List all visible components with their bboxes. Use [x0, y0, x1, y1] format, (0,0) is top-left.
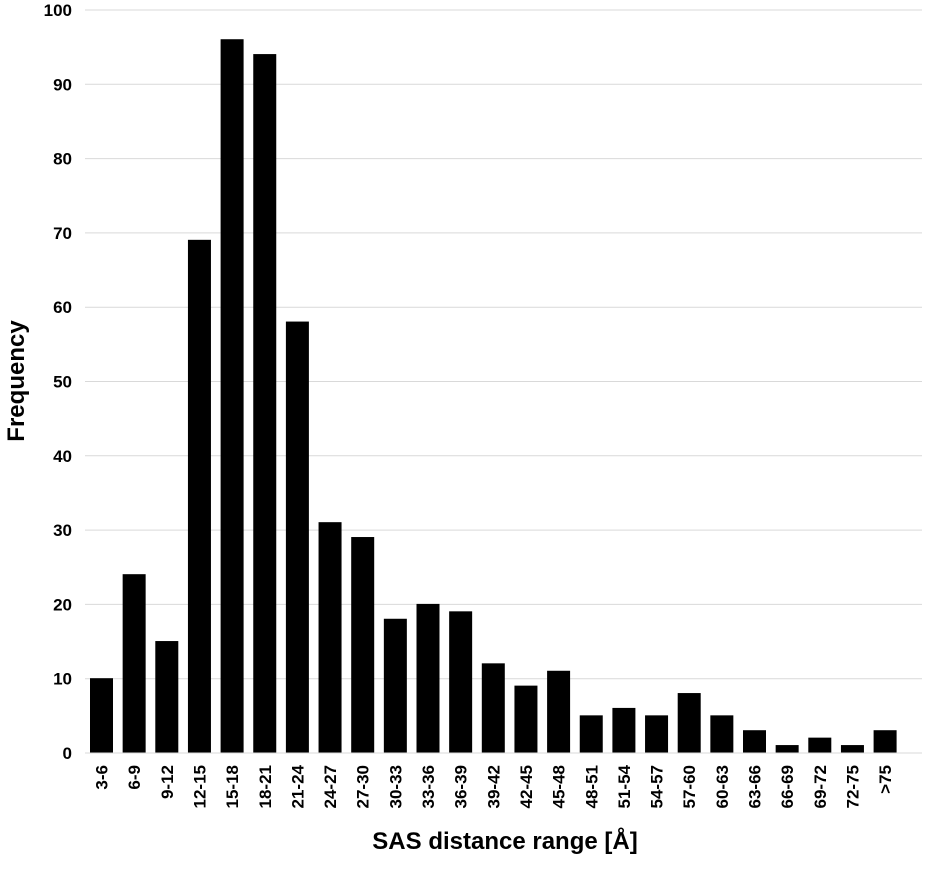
- x-tick-label: 30-33: [386, 765, 405, 808]
- bar-42-45: [514, 685, 538, 754]
- x-tick-label: 9-12: [158, 765, 177, 799]
- x-tick-label: 33-36: [419, 765, 438, 808]
- y-tick-label: 70: [53, 224, 72, 243]
- y-tick-label: 100: [44, 1, 72, 20]
- bar-36-39: [449, 611, 473, 754]
- bar-12-15: [187, 239, 211, 754]
- x-tick-label: 60-63: [713, 765, 732, 808]
- x-tick-label: 66-69: [778, 765, 797, 808]
- x-tick-label: 39-42: [484, 765, 503, 808]
- bar-21-24: [285, 321, 309, 754]
- x-tick-label: 54-57: [648, 765, 667, 808]
- x-tick-label: 72-75: [843, 765, 862, 808]
- y-tick-label: 50: [53, 373, 72, 392]
- y-tick-label: 0: [63, 744, 72, 763]
- bar-24-27: [318, 522, 342, 754]
- x-tick-label: 48-51: [582, 765, 601, 808]
- x-tick-label: 18-21: [256, 765, 275, 808]
- x-axis-title: SAS distance range [Å]: [372, 827, 637, 855]
- bars: [90, 39, 897, 754]
- x-tick-label: 21-24: [288, 764, 307, 808]
- bar-72-75: [840, 745, 864, 754]
- y-tick-label: 80: [53, 150, 72, 169]
- y-tick-labels: 0 10 20 30 40 50 60 70 80 90 100: [44, 1, 72, 763]
- bar-33-36: [416, 603, 440, 754]
- bar-69-72: [808, 737, 832, 754]
- x-tick-label: 15-18: [223, 765, 242, 808]
- x-tick-labels: 3-6 6-9 9-12 12-15 15-18 18-21 21-24 24-27 27-30…: [93, 764, 896, 808]
- bar-54-57: [645, 715, 669, 754]
- bar-57-60: [677, 693, 701, 754]
- x-tick-label: 63-66: [746, 765, 765, 808]
- bar-66-69: [775, 745, 799, 754]
- y-tick-label: 40: [53, 447, 72, 466]
- bar-18-21: [253, 54, 277, 754]
- x-tick-label: 42-45: [517, 765, 536, 808]
- bar-51-54: [612, 707, 636, 754]
- x-tick-label: 12-15: [190, 765, 209, 808]
- bar-27-30: [351, 537, 375, 754]
- x-tick-label: 24-27: [321, 765, 340, 808]
- bar-48-51: [579, 715, 603, 754]
- x-tick-label: >75: [876, 765, 895, 794]
- y-tick-label: 20: [53, 595, 72, 614]
- bar-63-66: [743, 730, 766, 754]
- bar-6-9: [122, 574, 146, 754]
- bar->75: [873, 730, 897, 754]
- y-tick-label: 90: [53, 75, 72, 94]
- x-tick-label: 45-48: [550, 765, 569, 808]
- bar-60-63: [710, 715, 734, 754]
- x-tick-label: 3-6: [93, 765, 112, 790]
- x-tick-label: 6-9: [125, 765, 144, 790]
- bar-9-12: [155, 641, 179, 754]
- y-tick-label: 10: [53, 670, 72, 689]
- bar-45-48: [547, 670, 571, 754]
- x-tick-label: 27-30: [354, 765, 373, 808]
- x-tick-label: 69-72: [811, 765, 830, 808]
- bar-3-6: [90, 678, 113, 754]
- y-tick-label: 30: [53, 521, 72, 540]
- bar-30-33: [383, 618, 407, 754]
- y-tick-label: 60: [53, 298, 72, 317]
- bar-39-42: [481, 663, 505, 754]
- y-axis-title: Frequency: [3, 320, 30, 442]
- bar-15-18: [220, 39, 244, 754]
- x-tick-label: 36-39: [452, 765, 471, 808]
- x-tick-label: 57-60: [680, 765, 699, 808]
- x-tick-label: 51-54: [615, 764, 634, 808]
